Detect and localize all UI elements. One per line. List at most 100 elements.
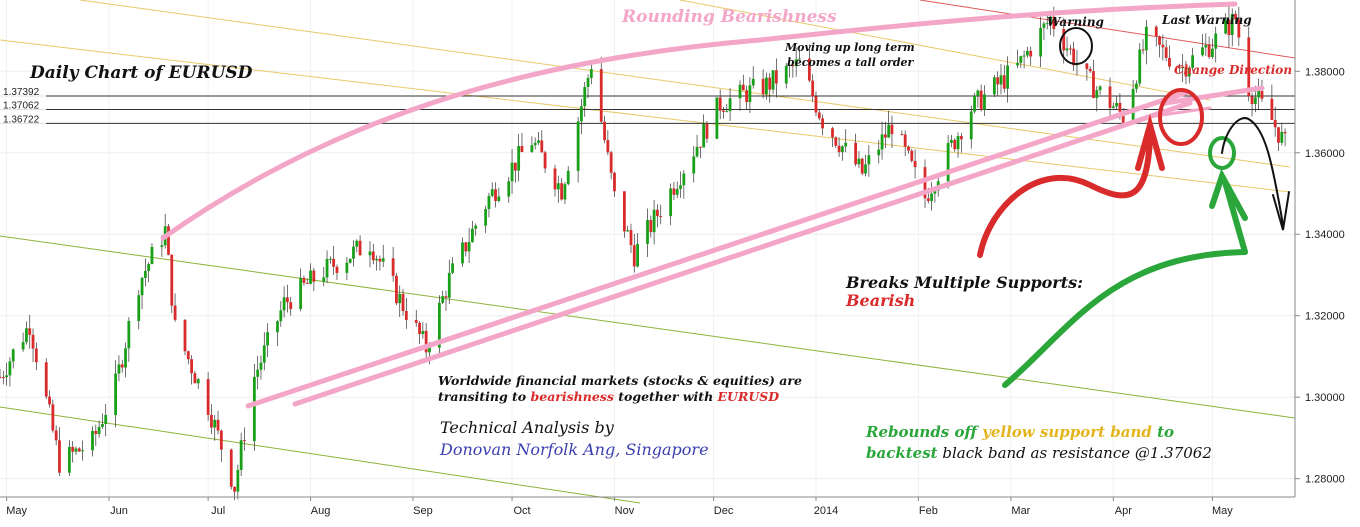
candle-up <box>1204 45 1208 48</box>
candle-down <box>414 319 418 323</box>
level-label-bg <box>0 100 46 111</box>
candle-up <box>451 263 454 273</box>
candle-up <box>950 139 953 143</box>
candle-up <box>692 156 696 174</box>
candle-up <box>325 258 329 278</box>
candle-up <box>695 146 699 157</box>
candle-up <box>1049 16 1052 24</box>
candle-down <box>900 134 904 136</box>
candle-down <box>774 70 778 84</box>
candle-down <box>216 419 220 431</box>
candle-up <box>279 310 283 322</box>
candle-up <box>1045 23 1049 25</box>
candle-down <box>606 140 610 153</box>
candle-up <box>1181 66 1185 69</box>
candle-up <box>21 342 25 350</box>
candle-up <box>461 242 464 264</box>
candle-up <box>798 58 801 60</box>
candle-down <box>1141 49 1145 51</box>
candle-down <box>1072 48 1076 66</box>
candle-down <box>173 305 177 320</box>
annotation-ta-1: Technical Analysis by <box>440 418 615 437</box>
candle-up <box>682 173 686 186</box>
candle-up <box>262 345 266 363</box>
candle-up <box>1065 48 1069 51</box>
candle-down <box>34 348 38 363</box>
candle-up <box>25 328 28 343</box>
candle-up <box>669 188 673 217</box>
candle-down <box>632 245 636 267</box>
candle-down <box>609 152 613 173</box>
candle-down <box>1270 98 1274 120</box>
candle-up <box>556 183 560 190</box>
candle-up <box>589 69 593 79</box>
rebound-circle <box>1208 136 1237 170</box>
candle-up <box>675 188 679 195</box>
x-tick-label: Jun <box>110 505 128 517</box>
annotation-ta-2: Donovan Norfolk Ang, Singapore <box>439 440 709 459</box>
candle-down <box>659 215 663 217</box>
y-tick-label: 1.38000 <box>1305 66 1345 78</box>
candle-down <box>312 270 316 282</box>
candle-down <box>28 328 32 335</box>
candle-up <box>114 373 118 416</box>
candle-up <box>375 258 379 261</box>
level-label: 1.36722 <box>3 114 40 125</box>
y-tick-label: 1.30000 <box>1305 392 1345 404</box>
candle-down <box>834 137 838 146</box>
candle-up <box>213 419 217 428</box>
annotation-world-2: transiting to bearishness together with … <box>438 389 779 404</box>
x-tick-label: Oct <box>513 505 530 517</box>
candle-down <box>229 449 233 487</box>
pink-support-line <box>292 100 1193 407</box>
y-tick-label: 1.34000 <box>1305 229 1345 241</box>
candle-down <box>1164 47 1168 58</box>
candle-up <box>1098 86 1102 91</box>
candle-up <box>104 415 108 424</box>
black-projection-arrow-head <box>1272 191 1290 231</box>
candle-up <box>328 258 332 260</box>
candle-down <box>768 77 772 90</box>
x-axis-ticks: May Jun Jul Aug Sep Oct Nov Dec 2014 Feb Mar Apr May <box>6 497 1233 517</box>
support-levels: 1.37392 1.37062 1.36722 <box>0 87 1295 125</box>
candle-up <box>345 262 349 273</box>
candle-down <box>183 319 187 352</box>
drawn-overlays <box>160 1 1290 409</box>
candle-down <box>629 230 633 246</box>
red-resistance-line <box>919 0 1296 59</box>
candle-up <box>748 85 752 103</box>
candle-up <box>1026 50 1029 56</box>
candle-up <box>1115 102 1119 107</box>
candle-up <box>487 195 491 210</box>
candle-down <box>1108 86 1112 108</box>
candle-down <box>837 145 841 153</box>
red-arrow-head <box>1135 113 1165 171</box>
candle-down <box>1260 90 1264 99</box>
candle-up <box>81 450 84 452</box>
chart-title: Daily Chart of EURUSD <box>29 63 253 83</box>
candle-up <box>97 426 101 434</box>
candle-up <box>299 277 303 310</box>
candle-up <box>160 245 164 247</box>
candle-up <box>877 149 881 156</box>
candle-down <box>705 123 709 139</box>
candle-down <box>910 150 914 161</box>
annotation-change-direction: Change Direction <box>1174 63 1292 77</box>
candle-down <box>540 140 544 153</box>
candle-up <box>1253 97 1257 105</box>
candle-down <box>520 145 524 152</box>
candle-down <box>1121 111 1125 123</box>
warning-circle <box>1059 27 1094 65</box>
x-tick-label: May <box>6 505 27 517</box>
candle-up <box>646 219 649 244</box>
candle-up <box>794 59 798 67</box>
candle-up <box>973 95 976 112</box>
candle-up <box>91 430 94 451</box>
candle-down <box>807 58 811 81</box>
candle-up <box>867 155 871 165</box>
candle-up <box>256 369 260 377</box>
candle-up <box>992 77 996 95</box>
candle-down <box>302 277 306 283</box>
candle-up <box>140 277 144 296</box>
